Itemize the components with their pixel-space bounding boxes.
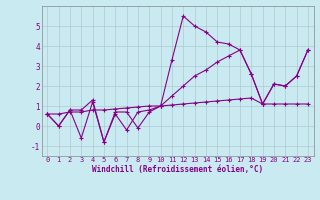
X-axis label: Windchill (Refroidissement éolien,°C): Windchill (Refroidissement éolien,°C): [92, 165, 263, 174]
